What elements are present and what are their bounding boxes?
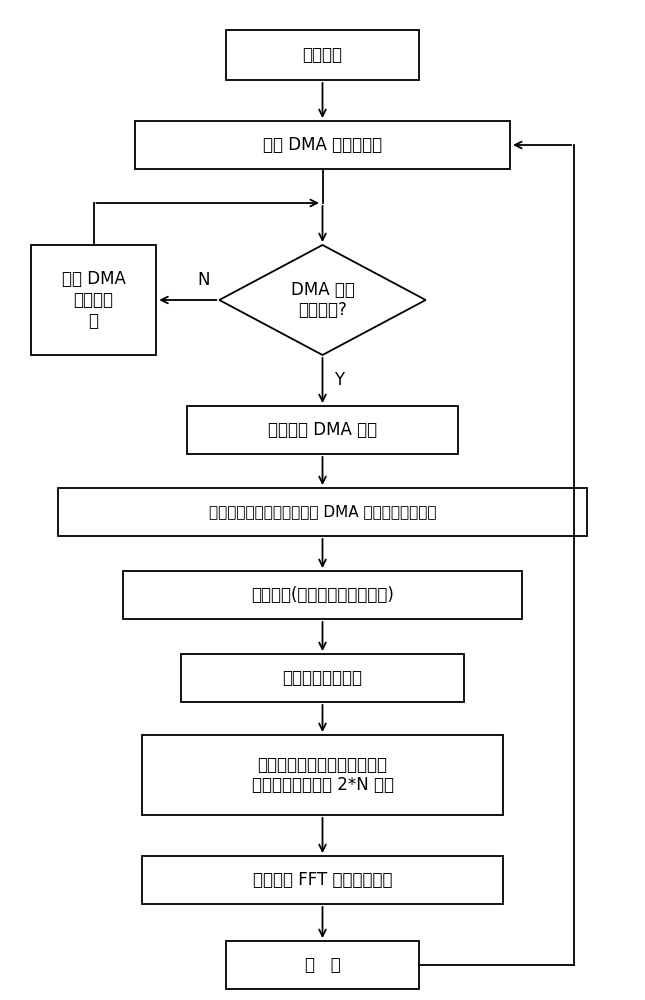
Text: DMA 过采
样结束否?: DMA 过采 样结束否? xyxy=(290,281,355,319)
Text: 用滤波器的采样频率对此次 DMA 采样数据进行提取: 用滤波器的采样频率对此次 DMA 采样数据进行提取 xyxy=(209,504,436,520)
Text: 输入信号: 输入信号 xyxy=(303,46,342,64)
Bar xyxy=(187,406,458,454)
Bar xyxy=(226,941,419,989)
Polygon shape xyxy=(219,245,426,355)
Text: Y: Y xyxy=(333,371,344,389)
Bar xyxy=(226,30,419,80)
Text: 同步采样 FFT 求取谐波参数: 同步采样 FFT 求取谐波参数 xyxy=(253,871,392,889)
Text: N: N xyxy=(197,271,210,289)
Bar xyxy=(181,654,464,702)
Bar xyxy=(123,571,522,619)
Text: 设置 DMA 过采样参数: 设置 DMA 过采样参数 xyxy=(263,136,382,154)
Text: 等待 DMA
过采样结
束: 等待 DMA 过采样结 束 xyxy=(61,270,126,330)
Bar xyxy=(135,121,510,169)
Text: 存   贮: 存 贮 xyxy=(304,956,341,974)
Text: 再次启动 DMA 采样: 再次启动 DMA 采样 xyxy=(268,421,377,439)
Text: 对原过采样的数据在一个周期
的时间内均匀提取 2*N 个点: 对原过采样的数据在一个周期 的时间内均匀提取 2*N 个点 xyxy=(252,756,393,794)
Text: 周期法求基波周期: 周期法求基波周期 xyxy=(283,669,362,687)
Bar xyxy=(142,856,503,904)
Bar xyxy=(142,735,503,815)
Bar xyxy=(30,245,156,355)
Text: 低通滤波(仅让基波频率能通过): 低通滤波(仅让基波频率能通过) xyxy=(251,586,394,604)
Bar xyxy=(58,488,587,536)
